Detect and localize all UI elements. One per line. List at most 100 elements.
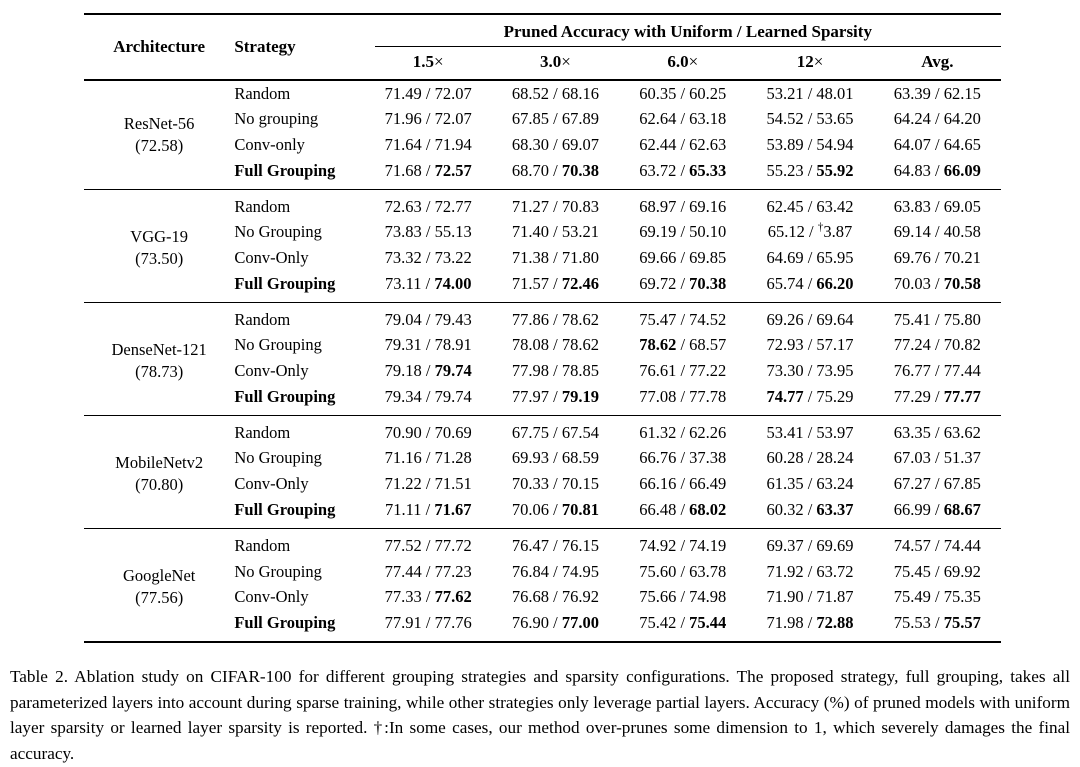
- learned-accuracy: 74.98: [689, 587, 727, 607]
- uniform-accuracy: 63.39: [893, 83, 931, 103]
- learned-accuracy: 70.21: [943, 248, 981, 268]
- learned-accuracy: 79.74: [434, 386, 472, 406]
- learned-accuracy: 68.16: [561, 83, 600, 103]
- architecture-baseline: (72.58): [135, 135, 184, 155]
- learned-accuracy: 64.65: [943, 135, 981, 155]
- learned-accuracy: 68.57: [689, 335, 727, 355]
- accuracy-cell: 67.85 / 67.89: [511, 109, 600, 129]
- learned-accuracy: 57.17: [816, 335, 854, 355]
- learned-accuracy: 78.91: [434, 335, 472, 355]
- learned-accuracy: 62.63: [689, 135, 727, 155]
- uniform-accuracy: 71.90: [766, 587, 804, 607]
- uniform-accuracy: 75.42: [639, 613, 677, 633]
- col-header-avg: Avg.: [873, 47, 1001, 81]
- learned-accuracy: 54.94: [816, 135, 854, 155]
- uniform-accuracy: 61.32: [639, 422, 677, 442]
- uniform-accuracy: 60.28: [766, 448, 804, 468]
- uniform-accuracy: 74.57: [893, 535, 931, 555]
- uniform-accuracy: 77.44: [384, 561, 422, 581]
- accuracy-cell: 62.45 / 63.42: [746, 188, 874, 220]
- uniform-accuracy: 75.41: [893, 309, 931, 329]
- accuracy-cell: 62.64 / 63.18: [639, 109, 727, 129]
- architecture-baseline: (70.80): [135, 474, 184, 494]
- uniform-accuracy: 69.19: [639, 222, 677, 242]
- learned-accuracy: 63.72: [816, 561, 854, 581]
- uniform-accuracy: 64.69: [766, 248, 804, 268]
- accuracy-cell: 63.72 / 65.33: [639, 160, 727, 180]
- learned-accuracy: 69.69: [816, 535, 854, 555]
- learned-accuracy: 3.87: [823, 222, 853, 242]
- learned-accuracy: 77.00: [561, 613, 600, 633]
- learned-accuracy: 72.57: [434, 160, 472, 180]
- uniform-accuracy: 69.72: [639, 273, 677, 293]
- accuracy-cell: 77.52 / 77.72: [364, 527, 492, 560]
- learned-accuracy: 68.02: [689, 499, 727, 519]
- accuracy-cell: 71.90 / 71.87: [766, 587, 854, 607]
- uniform-accuracy: 79.04: [384, 309, 422, 329]
- col-header-3.0x: 3.0×: [491, 47, 620, 81]
- learned-accuracy: 78.85: [561, 361, 600, 381]
- uniform-accuracy: 75.47: [639, 309, 677, 329]
- learned-accuracy: 69.07: [561, 135, 600, 155]
- uniform-accuracy: 73.83: [384, 222, 422, 242]
- learned-accuracy: 74.95: [561, 561, 600, 581]
- learned-accuracy: 71.28: [434, 448, 472, 468]
- strategy-cell: Random: [234, 188, 365, 220]
- accuracy-cell: 76.90 / 77.00: [511, 613, 600, 633]
- accuracy-cell: 66.16 / 66.49: [639, 474, 727, 494]
- learned-accuracy: 73.22: [434, 248, 472, 268]
- accuracy-cell: 75.53 / 75.57: [893, 613, 981, 633]
- learned-accuracy: 76.92: [561, 587, 600, 607]
- architecture-cell: ResNet-56 (72.58): [84, 80, 234, 189]
- uniform-accuracy: 71.40: [511, 222, 550, 242]
- accuracy-cell: 79.18 / 79.74: [384, 361, 472, 381]
- uniform-accuracy: 75.60: [639, 561, 677, 581]
- accuracy-cell: 76.47 / 76.15: [491, 527, 620, 560]
- table-header: Architecture Strategy Pruned Accuracy wi…: [84, 14, 1001, 81]
- architecture-name: GoogleNet: [122, 565, 196, 585]
- accuracy-cell: 67.27 / 67.85: [893, 474, 981, 494]
- accuracy-cell: 79.04 / 79.43: [364, 301, 492, 333]
- learned-accuracy: 69.92: [943, 561, 981, 581]
- uniform-accuracy: 71.49: [384, 83, 422, 103]
- uniform-accuracy: 70.06: [511, 499, 550, 519]
- learned-accuracy: 77.72: [434, 535, 472, 555]
- accuracy-cell: 66.76 / 37.38: [639, 448, 727, 468]
- learned-accuracy: 69.16: [689, 196, 727, 216]
- accuracy-cell: 77.29 / 77.77: [893, 386, 981, 406]
- uniform-accuracy: 71.22: [384, 474, 422, 494]
- uniform-accuracy: 70.90: [384, 422, 422, 442]
- uniform-accuracy: 70.33: [511, 474, 550, 494]
- uniform-accuracy: 69.66: [639, 248, 677, 268]
- architecture-name: MobileNetv2: [115, 452, 204, 472]
- times-symbol: ×: [434, 52, 444, 71]
- learned-accuracy: 70.38: [689, 273, 727, 293]
- learned-accuracy: 72.07: [434, 109, 472, 129]
- table-row: No Grouping 79.31 / 78.91 78.08 / 78.62 78.…: [84, 333, 1001, 359]
- accuracy-cell: 77.08 / 77.78: [639, 386, 727, 406]
- table-row: Full Grouping 73.11 / 74.00 71.57 / 72.46 6…: [84, 271, 1001, 302]
- table-caption: Table 2. Ablation study on CIFAR-100 for…: [10, 666, 1070, 764]
- uniform-accuracy: 64.07: [893, 135, 931, 155]
- accuracy-cell: 75.60 / 63.78: [639, 561, 727, 581]
- col-header-strategy: Strategy: [234, 14, 365, 81]
- accuracy-cell: 69.76 / 70.21: [893, 248, 981, 268]
- learned-accuracy: 62.26: [689, 422, 727, 442]
- uniform-accuracy: 79.34: [384, 386, 422, 406]
- accuracy-cell: 79.31 / 78.91: [384, 335, 472, 355]
- accuracy-cell: 75.47 / 74.52: [619, 301, 747, 333]
- learned-accuracy: 50.10: [689, 222, 727, 242]
- accuracy-cell: 73.11 / 74.00: [384, 273, 472, 293]
- uniform-accuracy: 68.70: [511, 160, 550, 180]
- table-row: Full Grouping 71.11 / 71.67 70.06 / 70.81 6…: [84, 497, 1001, 528]
- learned-accuracy: 78.62: [561, 335, 600, 355]
- learned-accuracy: 79.19: [561, 386, 600, 406]
- accuracy-cell: 75.45 / 69.92: [893, 561, 981, 581]
- accuracy-cell: 63.35 / 63.62: [873, 414, 1001, 446]
- accuracy-cell: 72.63 / 72.77: [364, 188, 492, 220]
- uniform-accuracy: 79.31: [384, 335, 422, 355]
- accuracy-cell: 71.22 / 71.51: [384, 474, 472, 494]
- learned-accuracy: 55.92: [816, 160, 854, 180]
- architecture-baseline: (77.56): [135, 588, 184, 608]
- col-header-accuracy-span: Pruned Accuracy with Uniform / Learned S…: [365, 14, 1001, 47]
